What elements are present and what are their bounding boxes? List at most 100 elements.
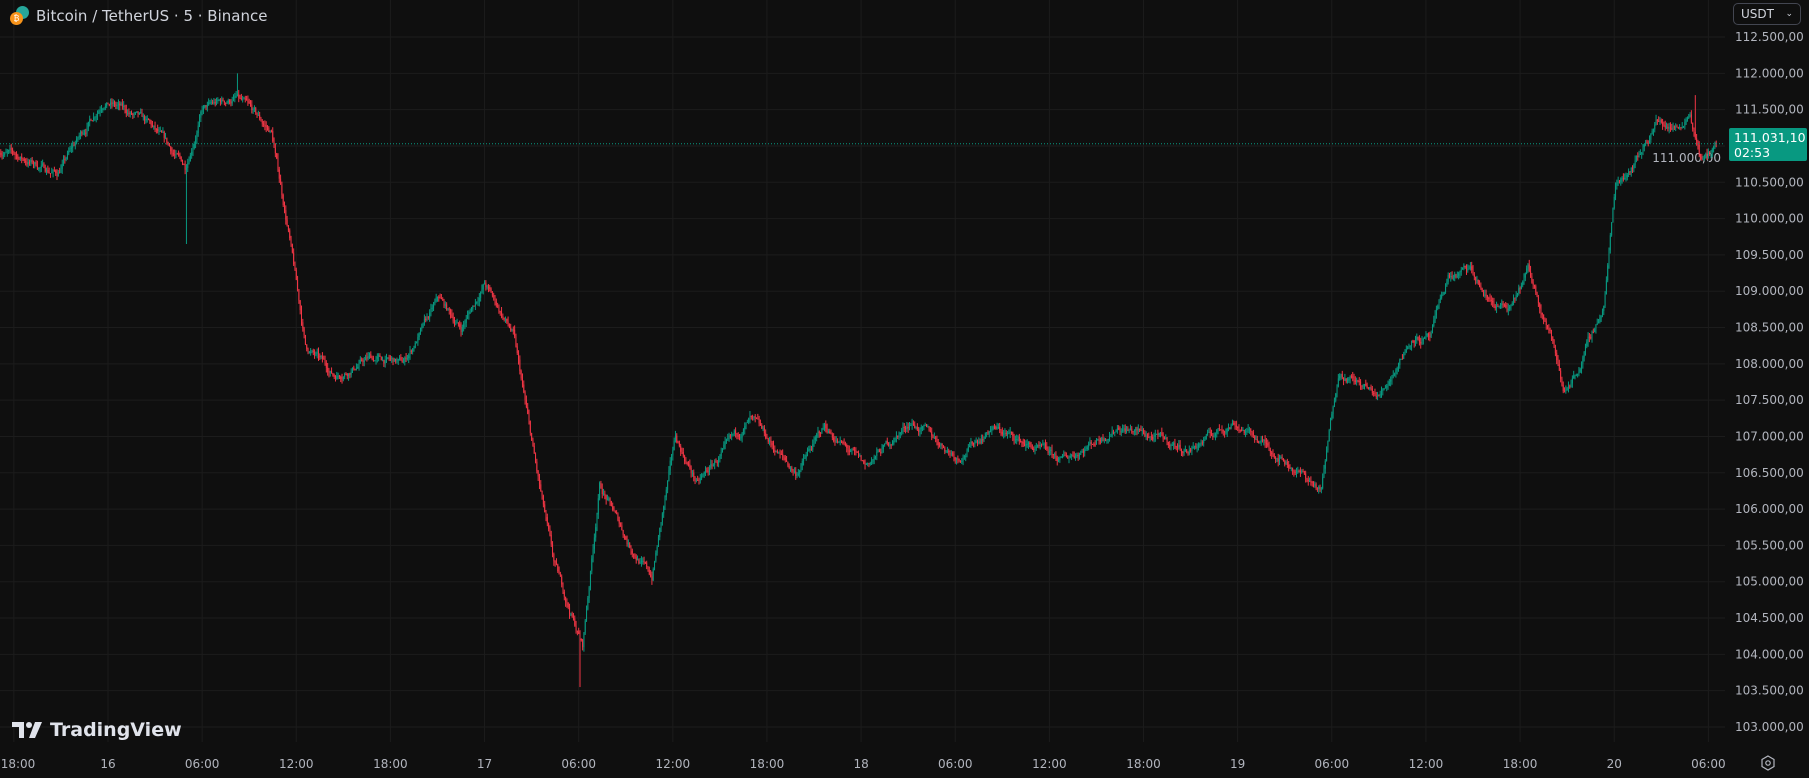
candle-body [864, 463, 866, 465]
candle-body [1021, 441, 1023, 443]
candle-body [1490, 299, 1492, 302]
candle-body [1480, 285, 1482, 289]
candle-body [1445, 286, 1447, 293]
candle-body [148, 118, 150, 120]
candle-body [1184, 449, 1186, 452]
candle-body [1222, 430, 1224, 432]
candle-body [1535, 286, 1537, 293]
candle-body [408, 355, 410, 359]
candle-body [1311, 481, 1313, 483]
candle-body [1218, 428, 1220, 430]
candle-body [162, 132, 164, 134]
candle-body [1262, 439, 1264, 441]
candle-body [537, 470, 539, 477]
candle-body [455, 323, 457, 325]
candle-body [270, 130, 272, 132]
candle-body [1217, 428, 1219, 430]
candle-body [1528, 264, 1530, 271]
time-tick-label: 18:00 [1, 757, 36, 771]
candle-body [613, 509, 615, 512]
candle-body [1462, 267, 1464, 270]
price-tick-label: 107.000,00 [1735, 429, 1804, 443]
candle-body [103, 107, 105, 109]
candle-body [1646, 142, 1648, 144]
candle-body [533, 445, 535, 454]
candle-body [706, 470, 708, 472]
candle-body [244, 98, 246, 100]
candle-body [1263, 439, 1265, 441]
candle-body [1245, 431, 1247, 434]
candle-body [1007, 433, 1009, 435]
candle-body [219, 99, 221, 103]
bar-countdown: 02:53 [1734, 145, 1771, 160]
candle-body [1316, 488, 1318, 490]
candle-body [876, 451, 878, 456]
candle-body [928, 426, 930, 431]
candle-body [1367, 388, 1369, 390]
candle-body [303, 328, 305, 335]
candle-body [1408, 345, 1410, 348]
candle-body [1017, 436, 1019, 440]
candle-body [225, 102, 227, 104]
candle-body [767, 438, 769, 442]
candle-body [119, 103, 121, 106]
candle-body [1498, 305, 1500, 307]
candle-body [340, 376, 342, 379]
candle-body [430, 308, 432, 313]
candle-body [502, 316, 504, 318]
price-tick-label: 104.500,00 [1735, 611, 1804, 625]
candle-body [353, 367, 355, 369]
candle-body [419, 328, 421, 333]
candle-body [546, 517, 548, 524]
symbol-title[interactable]: ₿ Bitcoin / TetherUS · 5 · Binance [10, 6, 267, 26]
candle-body [448, 308, 450, 310]
gear-icon[interactable] [1760, 755, 1776, 771]
tradingview-logo[interactable]: TradingView [12, 719, 182, 741]
candle-body [98, 111, 100, 114]
candle-body [374, 360, 376, 362]
candle-body [804, 457, 806, 459]
candle-body [508, 324, 510, 328]
candle-body [349, 373, 351, 375]
currency-select[interactable]: USDT ⌄ [1733, 3, 1801, 25]
candle-body [677, 442, 679, 444]
candle-body [59, 172, 61, 174]
candle-body [1547, 324, 1549, 329]
candle-body [939, 445, 941, 447]
candle-body [311, 350, 313, 352]
candle-body [1516, 293, 1518, 295]
candle-body [1241, 429, 1243, 431]
candle-body [1282, 458, 1284, 462]
candle-body [1477, 279, 1479, 285]
candle-body [1298, 470, 1300, 472]
candle-body [1638, 154, 1640, 157]
candle-body [671, 455, 673, 461]
candle-body [474, 302, 476, 306]
candle-body [646, 562, 648, 567]
candle-body [1685, 120, 1687, 123]
candle-body [541, 491, 543, 496]
candle-body [197, 125, 199, 133]
candle-body [1098, 439, 1100, 441]
candle-body [1482, 291, 1484, 296]
candle-body [540, 484, 542, 492]
candle-body [23, 158, 25, 161]
candle-body [648, 570, 650, 575]
candle-body [868, 462, 870, 465]
candle-body [476, 301, 478, 303]
candle-body [612, 506, 614, 510]
candle-body [165, 137, 167, 139]
candle-body [327, 367, 329, 373]
candle-body [333, 375, 335, 378]
candle-body [1384, 387, 1386, 389]
candle-body [1421, 340, 1423, 344]
candle-body [1341, 373, 1343, 378]
candle-body [1360, 381, 1362, 386]
candle-body [1086, 447, 1088, 450]
candle-body [57, 172, 59, 177]
candle-body [85, 132, 87, 134]
candle-body [682, 452, 684, 456]
candle-body [834, 440, 836, 442]
candle-body [231, 100, 233, 104]
